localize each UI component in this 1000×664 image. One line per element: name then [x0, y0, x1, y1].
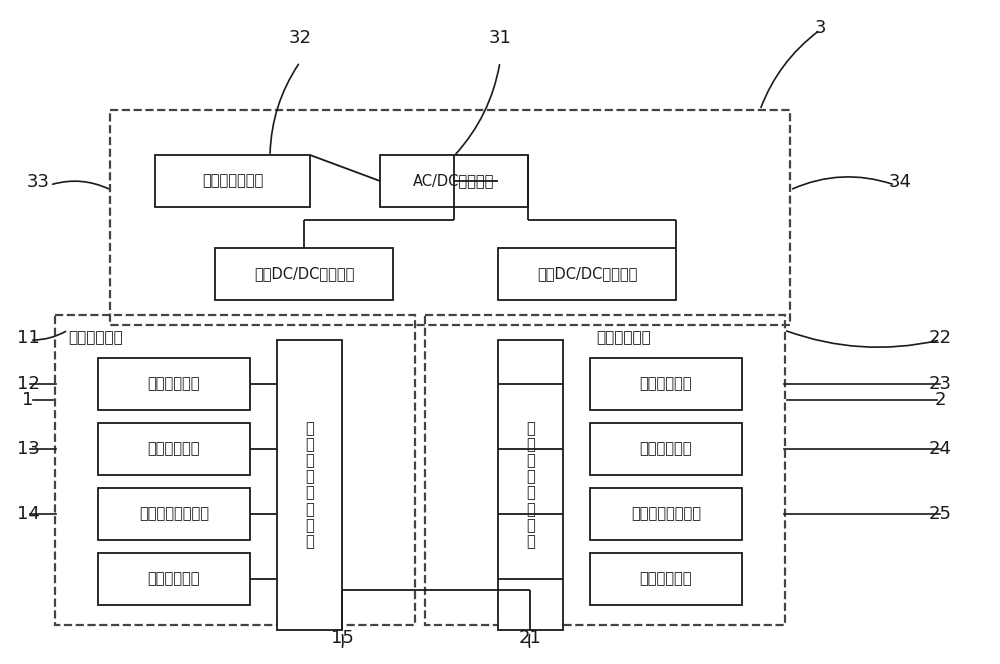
Bar — [277, 340, 342, 630]
Text: 地面发射装置: 地面发射装置 — [68, 330, 123, 345]
Bar — [590, 553, 742, 605]
Bar — [98, 358, 250, 410]
Bar — [590, 358, 742, 410]
Text: 第
一
光
纤
收
发
模
块: 第 一 光 纤 收 发 模 块 — [305, 421, 314, 549]
Text: 11: 11 — [17, 329, 39, 347]
Bar — [590, 423, 742, 475]
Text: 不间断供电模块: 不间断供电模块 — [202, 173, 263, 189]
Text: 34: 34 — [889, 173, 912, 191]
Bar — [98, 488, 250, 540]
Text: 1: 1 — [22, 391, 34, 409]
Text: 2: 2 — [934, 391, 946, 409]
Text: 3: 3 — [814, 19, 826, 37]
Bar — [98, 423, 250, 475]
Text: 井下接收装置: 井下接收装置 — [596, 330, 651, 345]
Bar — [498, 340, 563, 630]
Bar — [380, 155, 528, 207]
Bar — [425, 315, 785, 625]
Text: 第二视频模块: 第二视频模块 — [640, 376, 692, 392]
Text: 21: 21 — [519, 629, 541, 647]
Bar — [55, 315, 415, 625]
Text: 33: 33 — [26, 173, 50, 191]
Text: 第一检测模块: 第一检测模块 — [148, 572, 200, 586]
Text: 第一视频模块: 第一视频模块 — [148, 376, 200, 392]
Text: 第一DC/DC转换模块: 第一DC/DC转换模块 — [254, 266, 354, 282]
Text: 第二音频模块: 第二音频模块 — [640, 442, 692, 457]
Bar — [155, 155, 310, 207]
Text: 13: 13 — [17, 440, 39, 458]
Text: 25: 25 — [928, 505, 952, 523]
Bar — [110, 110, 790, 325]
Bar — [498, 248, 676, 300]
Bar — [215, 248, 393, 300]
Text: 15: 15 — [331, 629, 353, 647]
Text: 32: 32 — [288, 29, 312, 47]
Text: AC/DC开关模块: AC/DC开关模块 — [413, 173, 495, 189]
Text: 第二人机交互模块: 第二人机交互模块 — [631, 507, 701, 521]
Text: 第二检测模块: 第二检测模块 — [640, 572, 692, 586]
Text: 14: 14 — [17, 505, 39, 523]
Text: 24: 24 — [928, 440, 952, 458]
Text: 31: 31 — [489, 29, 511, 47]
Bar — [98, 553, 250, 605]
Text: 第一音频模块: 第一音频模块 — [148, 442, 200, 457]
Text: 23: 23 — [928, 375, 952, 393]
Text: 第
二
光
纤
收
发
模
块: 第 二 光 纤 收 发 模 块 — [526, 421, 535, 549]
Bar — [590, 488, 742, 540]
Text: 12: 12 — [17, 375, 39, 393]
Text: 第一人机交互模块: 第一人机交互模块 — [139, 507, 209, 521]
Text: 第二DC/DC转换模块: 第二DC/DC转换模块 — [537, 266, 637, 282]
Text: 22: 22 — [928, 329, 952, 347]
